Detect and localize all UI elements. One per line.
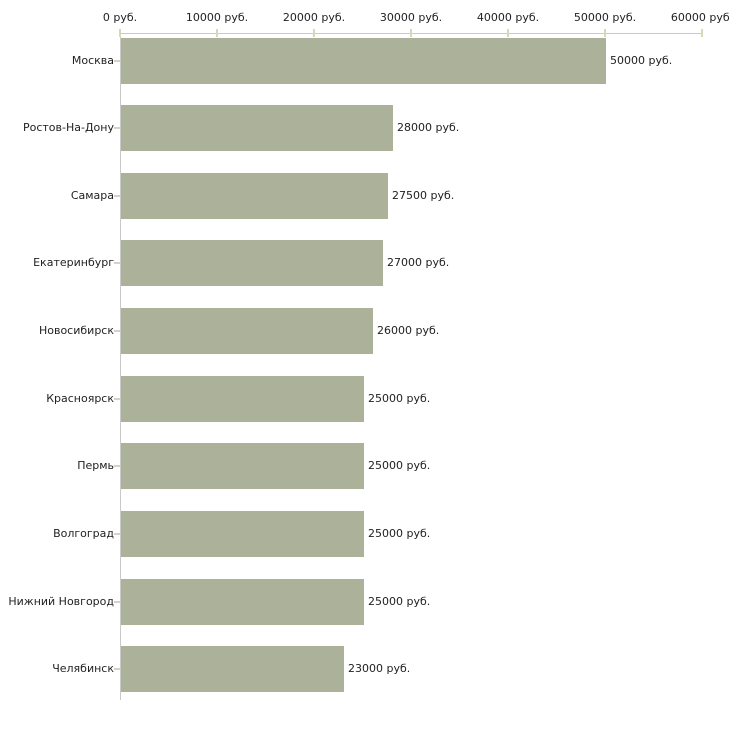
- bar-4: [121, 240, 383, 287]
- category-label: Пермь: [77, 459, 114, 473]
- x-axis-tick-mark: [507, 29, 509, 37]
- category-tick-mark: [114, 194, 120, 197]
- category-tick-mark: [114, 600, 120, 603]
- value-label: 28000 руб.: [397, 121, 460, 135]
- bar-6: [121, 375, 364, 422]
- category-tick-mark: [114, 127, 120, 130]
- value-label: 50000 руб.: [610, 53, 673, 67]
- category-tick-mark: [114, 533, 120, 536]
- x-axis-tick-label: 10000 руб.: [185, 11, 249, 24]
- category-tick-mark: [114, 397, 120, 400]
- category-label: Волгоград: [53, 527, 114, 541]
- x-axis-tick-label: 30000 руб.: [379, 11, 443, 24]
- category-tick-mark: [114, 59, 120, 62]
- value-label: 25000 руб.: [368, 527, 431, 541]
- bar-3: [121, 172, 388, 219]
- category-label: Нижний Новгород: [8, 594, 114, 608]
- category-label: Челябинск: [52, 662, 114, 676]
- category-tick-mark: [114, 668, 120, 671]
- category-label: Новосибирск: [38, 324, 114, 338]
- category-label: Самара: [70, 188, 114, 202]
- value-label: 25000 руб.: [368, 391, 431, 405]
- category-label: Красноярск: [46, 391, 114, 405]
- value-label: 27500 руб.: [392, 188, 455, 202]
- bar-9: [121, 578, 364, 625]
- x-axis-tick-mark: [701, 29, 703, 37]
- bar-7: [121, 443, 364, 490]
- bar-10: [121, 646, 344, 693]
- x-axis-tick-label: 60000 руб.: [670, 11, 730, 24]
- x-axis-tick-label: 40000 руб.: [476, 11, 540, 24]
- bar-8: [121, 511, 364, 558]
- category-label: Москва: [71, 53, 114, 67]
- x-axis-tick-label: 0 руб.: [102, 11, 138, 24]
- y-axis-line: [120, 33, 121, 700]
- value-label: 25000 руб.: [368, 594, 431, 608]
- category-tick-mark: [114, 262, 120, 265]
- value-label: 25000 руб.: [368, 459, 431, 473]
- x-axis-tick-label: 20000 руб.: [282, 11, 346, 24]
- x-axis-tick-mark: [313, 29, 315, 37]
- value-label: 27000 руб.: [387, 256, 450, 270]
- x-axis-tick-mark: [119, 29, 121, 37]
- value-label: 23000 руб.: [348, 662, 411, 676]
- x-axis-tick-label: 50000 руб.: [573, 11, 637, 24]
- category-label: Ростов-На-Дону: [22, 121, 114, 135]
- category-tick-mark: [114, 465, 120, 468]
- x-axis-tick-mark: [410, 29, 412, 37]
- x-axis-tick-mark: [216, 29, 218, 37]
- bar-2: [121, 105, 393, 152]
- category-tick-mark: [114, 330, 120, 333]
- category-label: Екатеринбург: [33, 256, 114, 270]
- value-label: 26000 руб.: [377, 324, 440, 338]
- x-axis-tick-mark: [604, 29, 606, 37]
- bar-1: [121, 37, 606, 84]
- bar-5: [121, 308, 373, 355]
